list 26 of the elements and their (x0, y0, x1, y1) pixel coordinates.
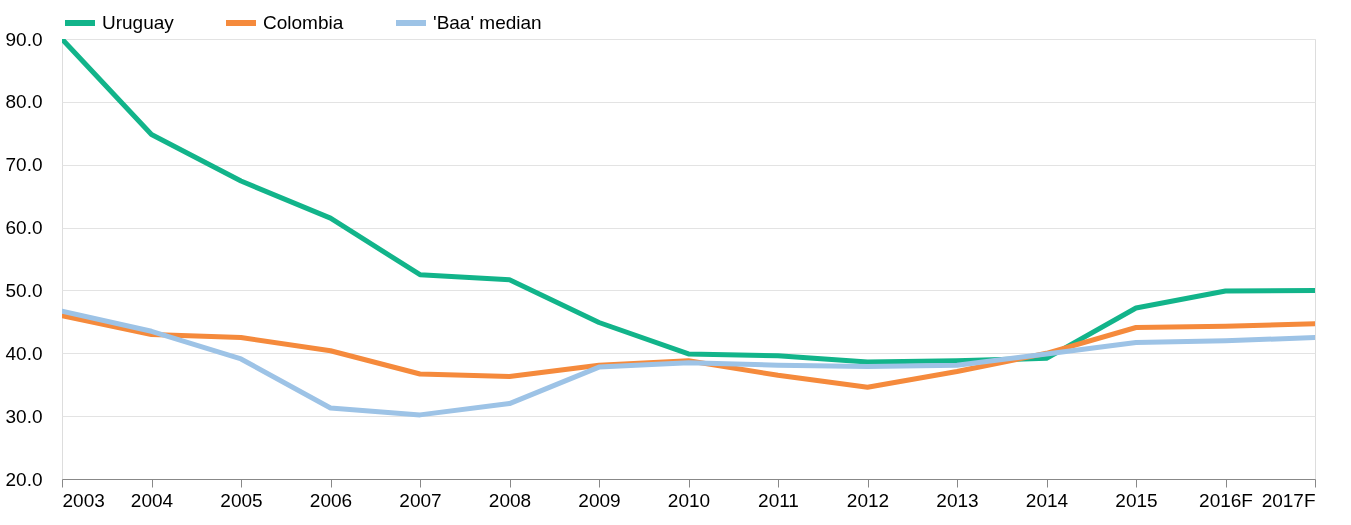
y-tick-label: 30.0 (5, 405, 43, 427)
x-tick-label: 2010 (667, 489, 711, 511)
x-tick-label: 2013 (936, 489, 979, 511)
x-tick-label: 2009 (578, 489, 621, 511)
x-tick-label: 2014 (1025, 489, 1069, 511)
x-tick-label: 2016F (1199, 489, 1253, 511)
y-tick-label: 90.0 (5, 28, 43, 50)
y-tick-label: 80.0 (5, 91, 43, 113)
x-tick-label: 2015 (1115, 489, 1158, 511)
y-tick-label: 50.0 (5, 279, 43, 301)
x-tick-label: 2007 (399, 489, 442, 511)
legend-label: Colombia (263, 12, 344, 33)
x-tick-label: 2004 (130, 489, 174, 511)
y-tick-label: 40.0 (5, 342, 43, 364)
x-tick-label: 2008 (488, 489, 532, 511)
y-tick-label: 20.0 (5, 468, 43, 490)
x-tick-label: 2011 (758, 489, 799, 511)
legend-label: 'Baa' median (433, 12, 542, 33)
x-tick-label: 2003 (62, 489, 105, 511)
y-tick-label: 60.0 (5, 217, 43, 239)
y-tick-label: 70.0 (5, 154, 43, 176)
x-tick-label: 2006 (309, 489, 353, 511)
x-tick-label: 2005 (220, 489, 263, 511)
x-tick-label: 2012 (846, 489, 890, 511)
legend-label: Uruguay (102, 12, 175, 33)
x-tick-label: 2017F (1261, 489, 1316, 511)
